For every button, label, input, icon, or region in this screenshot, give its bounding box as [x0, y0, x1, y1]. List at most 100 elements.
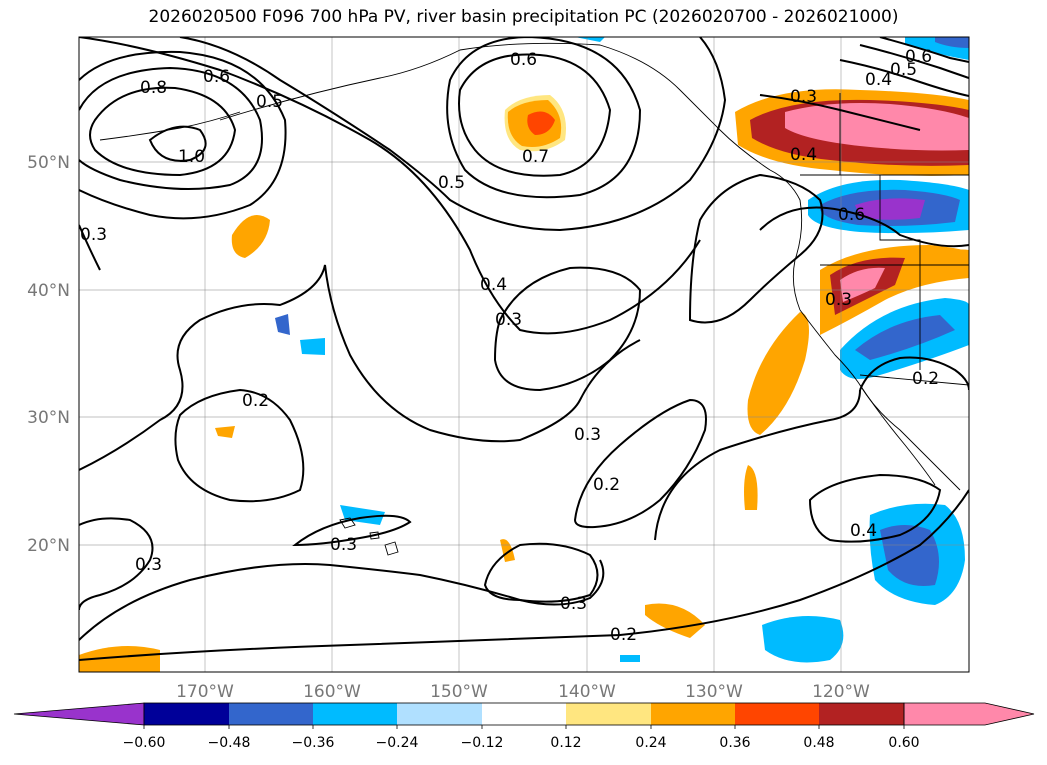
- pv-contours: [79, 37, 969, 661]
- shade-goa-red: [527, 111, 555, 135]
- lon-tick-140w: 140°W: [558, 682, 616, 702]
- colorbar-swatch-5: [482, 703, 566, 725]
- contour-label-18: 0.3: [790, 87, 817, 107]
- colorbar-swatch-9: [819, 703, 904, 725]
- contour-0-2-east: [859, 356, 969, 391]
- lat-tick-20: 20°N: [27, 536, 70, 556]
- colorbar-swatch-6: [566, 703, 651, 725]
- colorbar-label-7: 0.24: [635, 735, 666, 751]
- shade-patch-5: [645, 603, 705, 638]
- contour-label-17: 0.2: [610, 625, 637, 645]
- lon-tick-120w: 120°W: [812, 682, 870, 702]
- colorbar-swatch-2: [229, 703, 313, 725]
- contour-label-21: 0.6: [905, 47, 932, 67]
- colorbar-extend-max: [904, 703, 1034, 725]
- contour-0-2-center: [573, 398, 707, 529]
- contour-label-16: 0.3: [560, 594, 587, 614]
- coast-aleutians: [99, 111, 241, 141]
- shade-coast-streak: [747, 312, 809, 435]
- colorbar-label-2: −0.48: [208, 735, 251, 751]
- colorbar-extend-min: [13, 702, 145, 726]
- lon-axis: 170°W 160°W 150°W 140°W 130°W 120°W: [176, 682, 870, 702]
- shade-bottom-neg: [762, 616, 844, 663]
- contour-0-6-ne: [879, 37, 969, 63]
- shade-patch-9: [620, 655, 640, 662]
- contour-label-2: 0.6: [203, 67, 230, 87]
- map-title: 2026020500 F096 700 hPa PV, river basin …: [148, 7, 899, 27]
- contour-0-8: [89, 86, 237, 177]
- coast-baja: [859, 384, 936, 486]
- shade-patch-13: [930, 249, 969, 272]
- border-us-mexico: [859, 374, 969, 386]
- border-state-2: [879, 175, 921, 370]
- contour-label-9: 0.4: [480, 275, 507, 295]
- contour-0-3-west: [79, 224, 101, 271]
- contour-label-23: 0.4: [850, 521, 877, 541]
- contour-label-19: 0.4: [865, 70, 892, 90]
- colorbar: −0.60 −0.48 −0.36 −0.24 −0.12 0.12 0.24 …: [13, 702, 1035, 751]
- contour-0-5-west: [79, 50, 287, 220]
- shade-sw-neg-blue: [855, 315, 955, 360]
- colorbar-swatch-1: [144, 703, 229, 725]
- colorbar-label-10: 0.60: [888, 735, 919, 751]
- shade-patch-6: [79, 646, 160, 672]
- contour-label-25: 0.3: [825, 290, 852, 310]
- shade-ca-pink: [840, 267, 885, 302]
- colorbar-swatch-3: [313, 703, 397, 725]
- contour-0-3-south: [79, 517, 154, 611]
- colorbar-label-9: 0.48: [803, 735, 834, 751]
- colorbar-swatch-4: [397, 703, 482, 725]
- lon-tick-170w: 170°W: [176, 682, 234, 702]
- contour-0-3-east: [759, 206, 969, 248]
- shade-nw-band-pink: [785, 103, 969, 151]
- shade-neg-band-purple: [855, 198, 925, 220]
- contour-0-4-east: [688, 173, 824, 324]
- lat-tick-30: 30°N: [27, 408, 70, 428]
- shade-patch-12: [935, 37, 969, 48]
- contour-label-15: 0.3: [135, 555, 162, 575]
- shade-patch-1: [231, 215, 270, 258]
- colorbar-label-8: 0.36: [719, 735, 750, 751]
- coast-hawaii-1: [339, 517, 356, 529]
- plot-frame: [78, 36, 970, 673]
- shade-patch-4: [215, 426, 235, 438]
- contour-label-14: 0.3: [330, 535, 357, 555]
- lat-tick-40: 40°N: [27, 281, 70, 301]
- contour-label-4: 1.0: [178, 147, 205, 167]
- contour-label-12: 0.3: [574, 425, 601, 445]
- colorbar-max-outline: [903, 702, 1035, 726]
- precip-shading: [79, 37, 969, 672]
- contour-0-6-west: [79, 66, 263, 190]
- colorbar-label-4: −0.24: [376, 735, 419, 751]
- contour-0-3-south2: [79, 559, 605, 641]
- contour-label-7: 0.7: [522, 147, 549, 167]
- contour-label-10: 0.3: [495, 310, 522, 330]
- contour-0-3-se: [654, 389, 861, 541]
- contour-0-5-mid: [179, 37, 727, 232]
- lon-tick-160w: 160°W: [303, 682, 361, 702]
- contour-label-5: 0.3: [80, 225, 107, 245]
- colorbar-swatch-8: [735, 703, 819, 725]
- contour-0-3-hawaii: [292, 514, 412, 547]
- colorbar-ticks: [143, 725, 905, 729]
- shade-patch-2: [300, 338, 325, 355]
- contour-labels: 0.8 0.6 0.5 1.0 0.3 0.6 0.7 0.5 0.4 0.3 …: [80, 47, 939, 645]
- contour-label-3: 0.5: [256, 92, 283, 112]
- contour-0-7: [458, 53, 612, 177]
- lat-tick-50: 50°N: [27, 153, 70, 173]
- lon-tick-130w: 130°W: [685, 682, 743, 702]
- contour-label-20: 0.5: [890, 60, 917, 80]
- colorbar-label-5: −0.12: [461, 735, 504, 751]
- contour-0-4-se: [808, 473, 942, 543]
- contour-label-13: 0.2: [593, 475, 620, 495]
- contour-0-5-ne: [859, 44, 969, 79]
- contour-0-3-big: [79, 264, 641, 471]
- contour-0-2-bottom: [79, 489, 969, 661]
- contour-label-22: 0.4: [790, 145, 817, 165]
- contour-0-4-ne: [839, 59, 969, 97]
- contour-1-0: [148, 125, 207, 162]
- contour-label-6: 0.6: [510, 50, 537, 70]
- colorbar-label-3: −0.36: [292, 735, 335, 751]
- contour-label-24: 0.6: [838, 205, 865, 225]
